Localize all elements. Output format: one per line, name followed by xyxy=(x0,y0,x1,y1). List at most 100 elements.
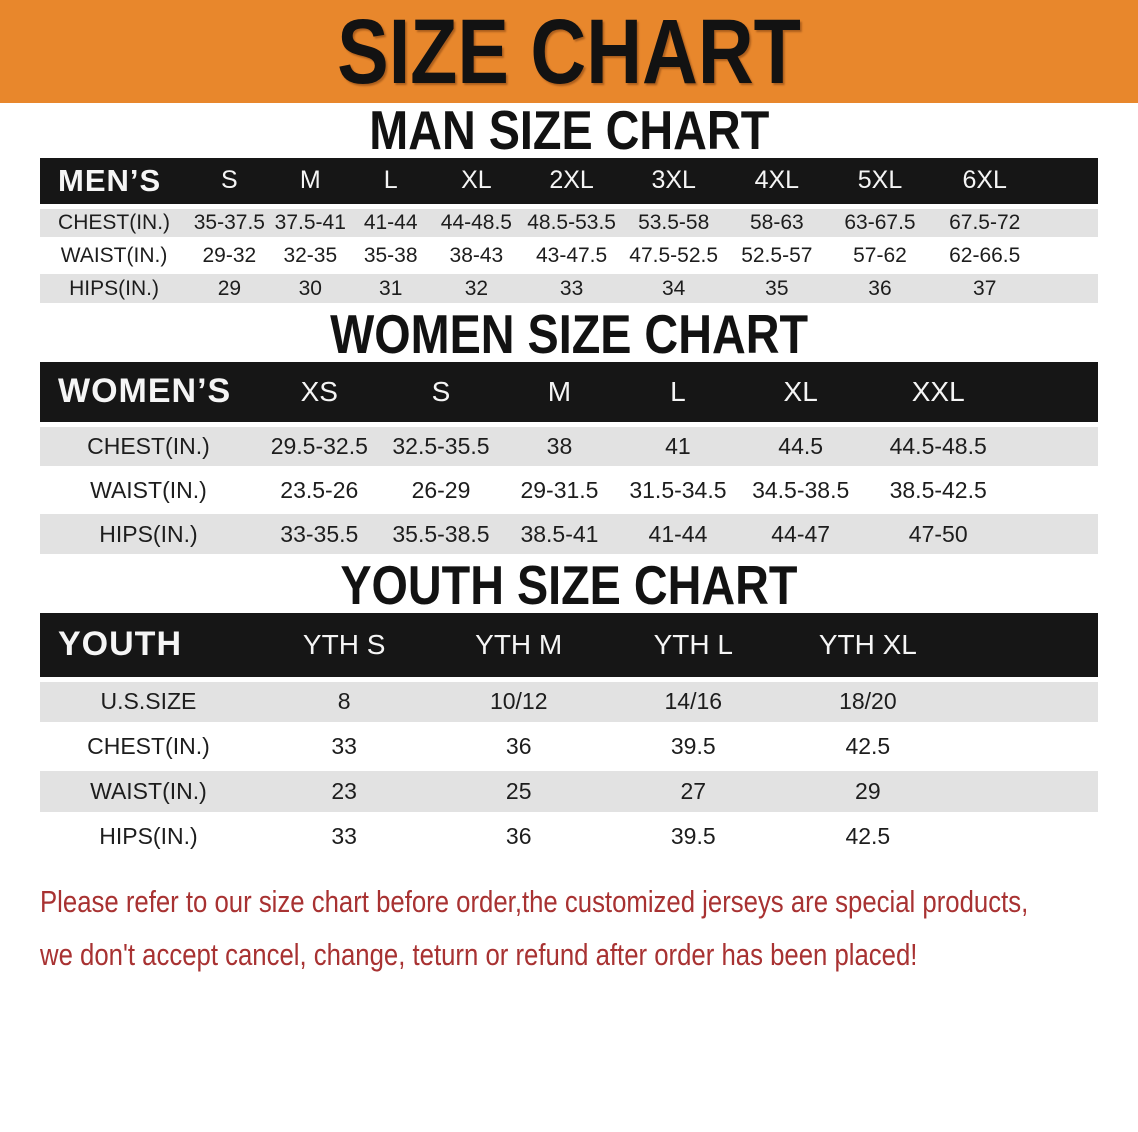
size-column-header: S xyxy=(431,375,451,407)
size-column-header: L xyxy=(670,375,686,407)
measurement-value: 33 xyxy=(559,276,584,300)
row-label: HIPS(IN.) xyxy=(99,823,198,849)
youth-section-heading-text: YOUTH SIZE CHART xyxy=(340,554,798,616)
measurement-value: 62-66.5 xyxy=(949,243,1021,267)
measurement-value: 23.5-26 xyxy=(280,476,359,503)
size-table-header-row: YOUTH YTH S YTH M YTH L YTH XL xyxy=(40,613,1098,679)
size-column-header: M xyxy=(299,166,321,195)
measurement-row: CHEST(IN.) 33 36 39.5 42.5 xyxy=(40,724,1098,769)
measurement-value: 53.5-58 xyxy=(638,210,710,234)
row-filler-cell xyxy=(955,814,1098,859)
header-filler-cell xyxy=(955,613,1098,679)
measurement-value: 48.5-53.5 xyxy=(527,210,616,234)
measurement-row: WAIST(IN.) 29-32 32-35 35-38 38-43 43-47.5 47.… xyxy=(40,239,1098,272)
disclaimer-note: Please refer to our size chart before or… xyxy=(40,883,1138,975)
measurement-value: 31.5-34.5 xyxy=(629,476,727,503)
measurement-value: 35-37.5 xyxy=(193,210,265,234)
measurement-value: 37 xyxy=(973,276,997,300)
row-filler-cell xyxy=(955,724,1098,769)
measurement-value: 44-48.5 xyxy=(440,210,512,234)
measurement-value: 33 xyxy=(331,823,357,849)
banner-title: SIZE CHART xyxy=(337,0,801,103)
row-filler-cell xyxy=(1038,206,1098,239)
measurement-value: 35-38 xyxy=(363,243,418,267)
measurement-value: 36 xyxy=(505,733,532,759)
measurement-value: 29 xyxy=(855,778,881,804)
youth-size-table: YOUTH YTH S YTH M YTH L YTH XL U.S.SIZE 8 10/12… xyxy=(40,613,1098,861)
row-label: U.S.SIZE xyxy=(100,688,197,715)
size-column-header: XL xyxy=(783,375,818,407)
size-column-header: S xyxy=(221,166,238,195)
measurement-value: 41-44 xyxy=(363,210,418,234)
measurement-value: 36 xyxy=(868,276,892,300)
size-column-header: YTH XL xyxy=(818,628,917,660)
measurement-value: 42.5 xyxy=(845,823,891,849)
measurement-value: 38 xyxy=(546,432,573,459)
row-filler-cell xyxy=(1012,424,1098,468)
measurement-value: 29-31.5 xyxy=(520,476,599,503)
measurement-value: 38.5-42.5 xyxy=(889,476,987,503)
size-column-header: 4XL xyxy=(754,166,800,195)
measurement-value: 35 xyxy=(765,276,789,300)
measurement-value: 44.5 xyxy=(778,432,824,459)
measurement-row: CHEST(IN.) 35-37.5 37.5-41 41-44 44-48.5 48.5… xyxy=(40,206,1098,239)
measurement-value: 58-63 xyxy=(749,210,804,234)
measurement-value: 32.5-35.5 xyxy=(392,432,490,459)
size-column-header: M xyxy=(547,375,572,407)
measurement-row: WAIST(IN.) 23 25 27 29 xyxy=(40,769,1098,814)
table-title-cell: WOMEN’S xyxy=(58,372,232,411)
measurement-row: U.S.SIZE 8 10/12 14/16 18/20 xyxy=(40,679,1098,724)
measurement-row: CHEST(IN.) 29.5-32.5 32.5-35.5 38 41 44.5 44.5… xyxy=(40,424,1098,468)
row-label: WAIST(IN.) xyxy=(90,476,207,503)
size-column-header: XS xyxy=(300,375,338,407)
measurement-value: 26-29 xyxy=(411,476,471,503)
measurement-value: 29-32 xyxy=(202,243,257,267)
measurement-value: 63-67.5 xyxy=(844,210,916,234)
row-label: HIPS(IN.) xyxy=(69,276,159,300)
measurement-row: WAIST(IN.) 23.5-26 26-29 29-31.5 31.5-34.5 34… xyxy=(40,468,1098,512)
measurement-value: 18/20 xyxy=(839,688,897,715)
measurement-value: 34.5-38.5 xyxy=(752,476,850,503)
men-section-heading-text: MAN SIZE CHART xyxy=(369,99,769,161)
row-label: WAIST(IN.) xyxy=(60,243,168,267)
measurement-value: 33 xyxy=(331,733,357,759)
measurement-value: 37.5-41 xyxy=(274,210,346,234)
row-filler-cell xyxy=(955,769,1098,814)
table-title-cell: MEN’S xyxy=(58,162,162,198)
row-filler-cell xyxy=(1012,512,1098,556)
table-title-cell: YOUTH xyxy=(58,625,182,664)
measurement-value: 27 xyxy=(680,778,707,804)
measurement-value: 32-35 xyxy=(283,243,338,267)
measurement-value: 30 xyxy=(298,276,322,300)
measurement-value: 41-44 xyxy=(648,520,708,547)
measurement-value: 42.5 xyxy=(845,733,891,759)
women-section-heading: WOMEN SIZE CHART xyxy=(0,307,1138,362)
disclaimer-line-1: Please refer to our size chart before or… xyxy=(40,884,1029,919)
row-label: CHEST(IN.) xyxy=(87,432,210,459)
measurement-value: 67.5-72 xyxy=(949,210,1021,234)
measurement-value: 52.5-57 xyxy=(741,243,813,267)
measurement-value: 29.5-32.5 xyxy=(270,432,368,459)
measurement-value: 44-47 xyxy=(771,520,831,547)
measurement-value: 43-47.5 xyxy=(535,243,608,267)
measurement-value: 8 xyxy=(337,688,351,715)
measurement-value: 23 xyxy=(331,778,357,804)
measurement-value: 14/16 xyxy=(664,688,723,715)
measurement-value: 25 xyxy=(505,778,532,804)
size-column-header: 5XL xyxy=(857,166,903,195)
measurement-value: 34 xyxy=(662,276,686,300)
size-column-header: XXL xyxy=(911,375,965,407)
row-filler-cell xyxy=(1038,272,1098,305)
measurement-row: HIPS(IN.) 33 36 39.5 42.5 xyxy=(40,814,1098,859)
row-filler-cell xyxy=(1038,239,1098,272)
measurement-value: 39.5 xyxy=(670,733,716,759)
measurement-value: 39.5 xyxy=(670,823,716,849)
measurement-value: 31 xyxy=(379,276,403,300)
youth-section-heading: YOUTH SIZE CHART xyxy=(0,558,1138,613)
measurement-row: HIPS(IN.) 33-35.5 35.5-38.5 38.5-41 41-44 44-… xyxy=(40,512,1098,556)
measurement-value: 10/12 xyxy=(489,688,548,715)
measurement-value: 57-62 xyxy=(853,243,907,267)
size-column-header: YTH S xyxy=(302,628,386,660)
measurement-value: 32 xyxy=(464,276,489,300)
row-filler-cell xyxy=(955,679,1098,724)
